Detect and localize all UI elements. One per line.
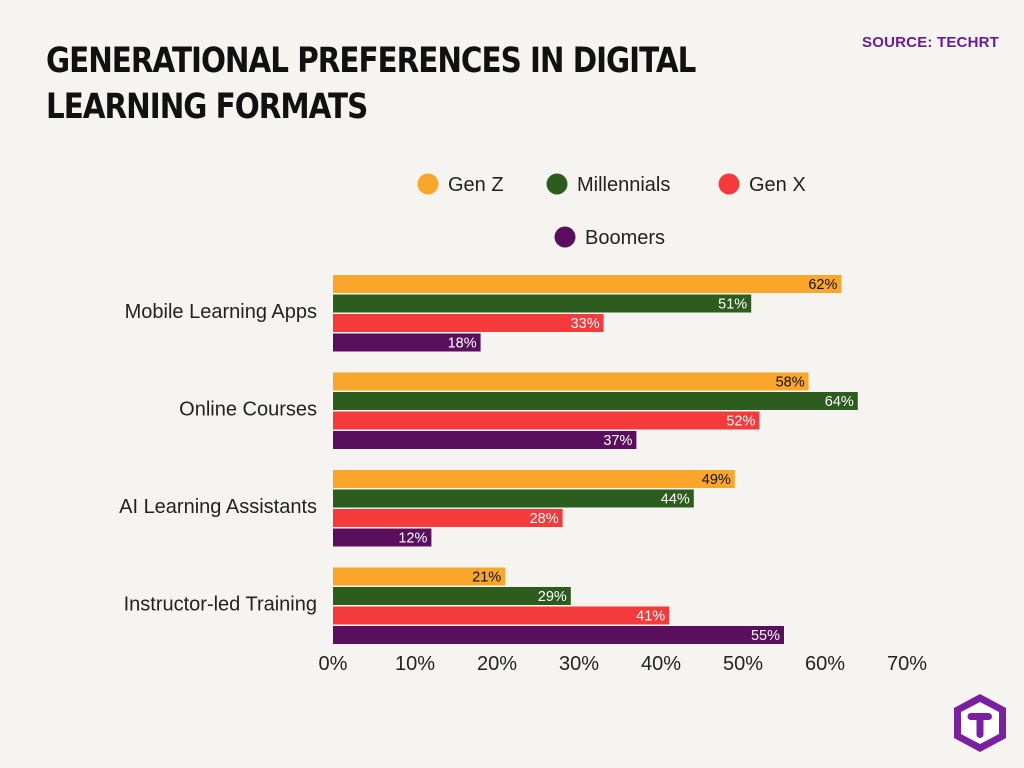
data-label: 58% [776, 375, 805, 391]
data-label: 21% [472, 570, 501, 586]
x-tick-label: 10% [395, 653, 435, 675]
data-label: 51% [718, 297, 747, 313]
data-label: 55% [751, 628, 780, 644]
legend-label: Boomers [585, 227, 665, 249]
bar [333, 275, 842, 293]
legend-swatch [546, 173, 568, 195]
bar [333, 411, 760, 430]
page-title: GENERATIONAL PREFERENCES IN DIGITAL LEAR… [46, 41, 696, 127]
bar [333, 431, 637, 449]
category-label: Instructor-led Training [124, 594, 317, 616]
bar [333, 470, 735, 488]
bar [333, 333, 481, 352]
bar [333, 509, 563, 527]
category-label: Online Courses [179, 399, 317, 421]
techrt-logo-icon [954, 694, 1006, 752]
x-tick-label: 60% [805, 653, 845, 675]
data-label: 49% [702, 472, 731, 488]
legend-label: Gen Z [448, 174, 504, 196]
legend-swatch [554, 226, 576, 248]
category-label: Mobile Learning Apps [125, 301, 317, 323]
x-tick-label: 70% [887, 653, 927, 675]
data-label: 37% [603, 433, 632, 449]
data-label: 29% [538, 589, 567, 605]
bar [333, 294, 752, 313]
data-label: 44% [661, 492, 690, 508]
x-tick-label: 40% [641, 653, 681, 675]
x-tick-label: 50% [723, 653, 763, 675]
bar [333, 567, 506, 586]
legend-swatch [718, 173, 740, 195]
bar [333, 314, 604, 332]
legend-label: Gen X [749, 174, 806, 196]
legend-swatch [417, 173, 439, 195]
x-tick-label: 20% [477, 653, 517, 675]
bar [333, 489, 694, 508]
data-label: 64% [825, 394, 854, 410]
category-label: AI Learning Assistants [119, 496, 317, 518]
data-label: 62% [808, 277, 837, 293]
data-label: 28% [530, 511, 559, 527]
data-label: 33% [571, 316, 600, 332]
bar [333, 372, 809, 391]
data-label: 12% [398, 531, 427, 547]
bar [333, 606, 670, 625]
bar [333, 392, 858, 410]
legend-label: Millennials [577, 174, 670, 196]
bar [333, 626, 784, 644]
x-tick-label: 0% [319, 653, 348, 675]
bar [333, 528, 432, 547]
bar [333, 587, 571, 605]
data-label: 18% [448, 336, 477, 352]
data-label: 41% [636, 609, 665, 625]
source-label: SOURCE: TECHRT [862, 34, 999, 51]
x-tick-label: 30% [559, 653, 599, 675]
data-label: 52% [726, 414, 755, 430]
